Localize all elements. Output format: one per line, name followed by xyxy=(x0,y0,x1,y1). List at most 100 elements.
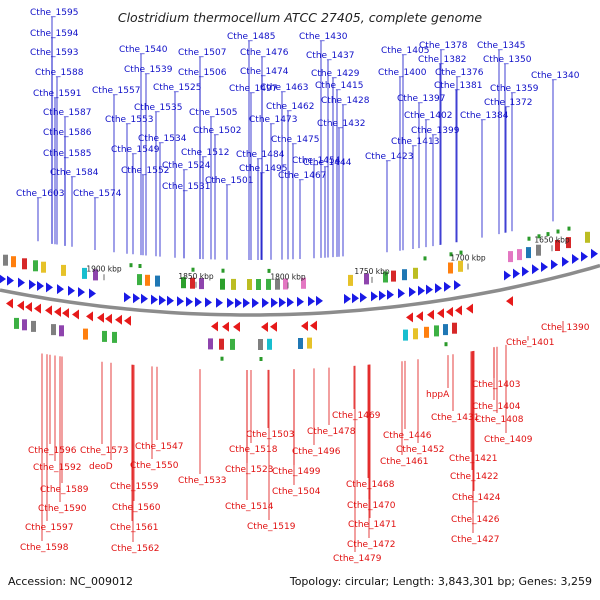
feature-block xyxy=(266,278,271,290)
gene-arrow xyxy=(352,293,359,304)
feature-block xyxy=(403,329,408,341)
feature-block xyxy=(112,331,117,343)
gene-arrow xyxy=(310,320,317,331)
forward-gene-label: Cthe_1382 xyxy=(418,55,466,65)
reverse-gene-label: Cthe_1573 xyxy=(80,446,128,456)
feature-block xyxy=(301,277,306,289)
gene-arrow xyxy=(522,266,529,277)
gene-arrow xyxy=(0,274,6,284)
reverse-gene-label: Cthe_1518 xyxy=(229,445,278,455)
forward-gene-label: Cthe_1345 xyxy=(477,41,525,51)
forward-gene-label: Cthe_1593 xyxy=(30,48,78,58)
forward-gene-label: Cthe_1429 xyxy=(311,69,360,79)
reverse-gene-label: Cthe_1478 xyxy=(307,427,356,437)
gene-arrow xyxy=(25,302,32,312)
gene-arrow xyxy=(379,290,386,301)
feature-block xyxy=(61,264,66,276)
tick-label: 1850 kbp xyxy=(178,272,214,281)
feature-block xyxy=(145,274,150,286)
gene-labels: Cthe_1595 Cthe_1594 Cthe_1593 Cthe_1588 Cthe… xyxy=(16,8,590,564)
forward-gene-label: Cthe_1603 xyxy=(16,189,64,199)
reverse-gene-label: Cthe_1550 xyxy=(130,461,179,471)
forward-gene-label: Cthe_1507 xyxy=(178,48,226,58)
forward-gene-label: Cthe_1587 xyxy=(43,108,91,118)
feature-block xyxy=(298,338,303,349)
forward-gene-label: Cthe_1473 xyxy=(249,115,297,125)
gene-arrow xyxy=(68,285,75,296)
forward-gene-label: Cthe_1586 xyxy=(43,128,92,138)
feature-block xyxy=(181,277,186,289)
gene-arrow xyxy=(426,284,433,295)
gene-arrow xyxy=(466,303,473,314)
forward-gene-label: Cthe_1557 xyxy=(92,86,140,96)
gene-arrow xyxy=(270,321,277,332)
gene-arrow xyxy=(78,287,85,298)
feature-marker xyxy=(191,267,195,272)
forward-gene-label: Cthe_1484 xyxy=(236,150,285,160)
gene-arrow xyxy=(301,321,308,331)
forward-gene-label: Cthe_1350 xyxy=(483,55,532,65)
reverse-gene-label: hppA xyxy=(426,390,450,400)
feature-block xyxy=(256,279,261,290)
feature-marker xyxy=(444,342,448,347)
feature-block xyxy=(526,247,531,259)
forward-gene-label: Cthe_1524 xyxy=(162,161,211,171)
reverse-gene-label: Cthe_1560 xyxy=(112,503,161,513)
feature-block xyxy=(391,270,396,282)
reverse-gene-label: Cthe_1426 xyxy=(451,515,500,525)
gene-arrow xyxy=(360,292,367,303)
forward-gene-label: Cthe_1359 xyxy=(490,84,539,94)
forward-gene-label: Cthe_1428 xyxy=(321,96,370,106)
gene-arrow xyxy=(446,306,453,317)
tick-label: 1700 kbp xyxy=(450,254,486,263)
gene-arrow xyxy=(6,298,13,309)
feature-block xyxy=(348,274,353,286)
figure-title: Clostridium thermocellum ATCC 27405, com… xyxy=(117,10,483,25)
reverse-gene-label: Cthe_1496 xyxy=(292,447,341,457)
gene-arrow xyxy=(159,295,166,306)
forward-gene-label: Cthe_1539 xyxy=(124,65,173,75)
tick-label: 1800 kbp xyxy=(270,272,306,281)
gene-arrow xyxy=(418,285,425,296)
feature-block xyxy=(508,251,513,263)
forward-gene-label: Cthe_1525 xyxy=(153,83,201,93)
feature-block xyxy=(555,240,560,251)
gene-arrow xyxy=(54,306,61,317)
feature-block xyxy=(137,274,142,286)
reverse-gene-label: Cthe_1470 xyxy=(347,501,396,511)
gene-arrow xyxy=(105,313,112,324)
feature-block xyxy=(220,278,225,290)
forward-gene-label: Cthe_1415 xyxy=(315,81,363,91)
reverse-gene-label: Cthe_1597 xyxy=(25,523,73,533)
forward-gene-label: Cthe_1384 xyxy=(460,111,509,121)
feature-marker xyxy=(423,256,427,261)
feature-marker xyxy=(459,250,463,255)
gene-arrow xyxy=(115,314,122,325)
forward-gene-label: Cthe_1506 xyxy=(178,68,227,78)
feature-marker xyxy=(220,356,224,361)
feature-block xyxy=(14,317,19,329)
gene-arrow xyxy=(235,298,242,308)
feature-block xyxy=(11,256,16,268)
forward-gene-label: Cthe_1476 xyxy=(240,48,289,58)
gene-arrow xyxy=(409,287,416,297)
gene-arrow xyxy=(97,312,104,323)
forward-gene-label: Cthe_1585 xyxy=(43,149,91,159)
feature-marker xyxy=(259,357,263,361)
gene-arrow xyxy=(167,295,174,306)
gene-arrow xyxy=(371,291,378,302)
tick-label: 1900 kbp xyxy=(86,264,122,273)
reverse-gene-label: Cthe_1559 xyxy=(110,482,159,492)
gene-arrow xyxy=(57,284,64,295)
feature-block xyxy=(566,237,571,249)
reverse-gene-label: Cthe_1422 xyxy=(450,472,498,482)
feature-block xyxy=(536,244,541,256)
forward-gene-label: Cthe_1552 xyxy=(121,166,169,176)
reverse-gene-label: Cthe_1562 xyxy=(111,544,159,554)
feature-marker xyxy=(221,268,225,273)
feature-marker xyxy=(567,226,571,231)
gene-arrow xyxy=(216,297,223,308)
gene-arrow xyxy=(387,289,394,300)
gene-arrow xyxy=(297,296,304,307)
gene-arrow xyxy=(437,308,444,319)
